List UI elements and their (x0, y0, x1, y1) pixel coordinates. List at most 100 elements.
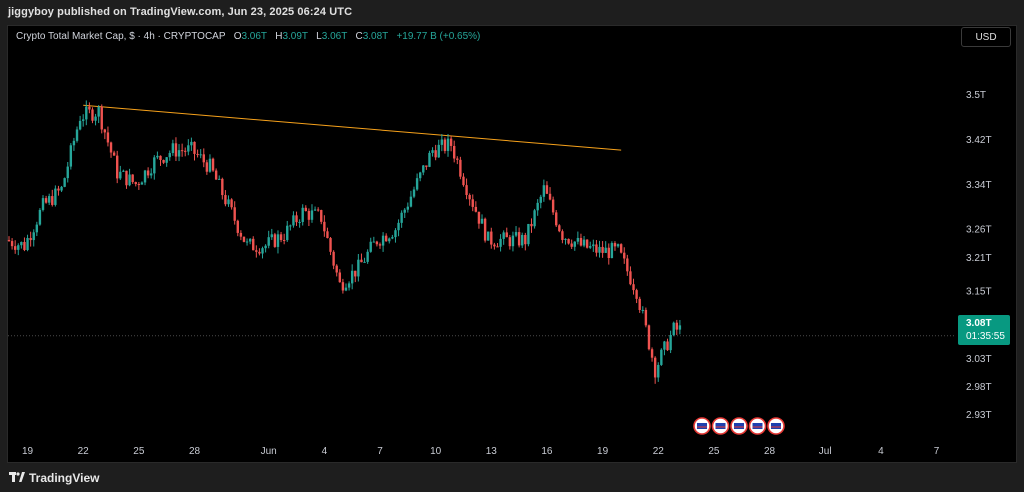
candle-body (214, 170, 218, 180)
candle-body (499, 238, 502, 247)
candle-body (292, 215, 295, 226)
candle-body (585, 239, 589, 248)
x-tick-label: 28 (764, 446, 776, 457)
candle-body (582, 239, 586, 246)
y-tick-label: 3.21T (966, 253, 992, 264)
candle-body (496, 246, 499, 248)
candle-body (641, 309, 644, 311)
candle-body (286, 225, 289, 241)
candle-body (282, 239, 286, 241)
flag-icon (697, 423, 707, 429)
candle-body (85, 106, 88, 120)
tradingview-brand[interactable]: TradingView (29, 471, 100, 485)
x-tick-label: 4 (878, 446, 884, 457)
y-tick-label: 3.26T (966, 225, 992, 236)
candle-body (558, 225, 561, 232)
close-value: 3.08T (362, 31, 389, 42)
candle-body (446, 138, 450, 151)
symbol-title[interactable]: Crypto Total Market Cap, $ · 4h · CRYPTO… (16, 31, 226, 42)
candle-body (539, 196, 542, 203)
x-tick-label: 13 (486, 446, 498, 457)
open-value: 3.06T (241, 31, 267, 42)
candle-body (521, 234, 524, 246)
candle-body (221, 178, 224, 196)
candle-body (332, 251, 335, 266)
candle-body (533, 210, 536, 227)
candle-body (227, 199, 230, 205)
candle-body (456, 158, 459, 160)
candle-body (644, 309, 648, 326)
candle-body (598, 246, 601, 253)
candle-body (604, 247, 607, 253)
candle-body (381, 235, 385, 246)
candle-body (44, 198, 48, 203)
low-label: L (316, 31, 322, 42)
candle-body (514, 232, 518, 236)
candle-body (487, 231, 490, 241)
candle-body (483, 218, 487, 241)
candle-body (279, 234, 283, 240)
candle-body (264, 245, 267, 249)
candle-body (561, 231, 564, 240)
candle-body (567, 238, 570, 244)
candle-body (548, 193, 552, 200)
candle-body (468, 194, 471, 200)
current-price: 3.08T (966, 318, 992, 329)
candle-body (304, 207, 307, 211)
candle-body (261, 248, 264, 254)
candle-body (122, 170, 125, 172)
candle-body (647, 325, 651, 350)
candle-body (431, 150, 434, 153)
candle-body (347, 283, 351, 288)
candle-body (638, 298, 641, 310)
candle-body (403, 209, 406, 213)
candle-body (350, 270, 354, 284)
candle-body (653, 357, 657, 378)
candle-body (248, 238, 252, 242)
high-label: H (275, 31, 283, 42)
bottom-bar (0, 464, 1024, 492)
candle-body (119, 171, 122, 179)
candle-body (474, 206, 478, 212)
y-tick-label: 3.15T (966, 286, 992, 297)
candle-body (298, 221, 301, 223)
candle-body (57, 188, 60, 191)
candle-body (301, 207, 304, 222)
candle-body (47, 196, 51, 203)
candle-body (397, 222, 400, 231)
candle-body (462, 176, 465, 186)
candle-body (20, 241, 23, 246)
candle-body (208, 158, 212, 172)
candle-body (579, 237, 583, 246)
y-tick-label: 3.34T (966, 180, 992, 191)
candle-body (465, 185, 468, 195)
candle-body (184, 150, 187, 152)
change-value: +19.77 B (+0.65%) (396, 31, 481, 42)
candle-body (366, 251, 369, 262)
x-tick-label: 19 (597, 446, 609, 457)
y-tick-label: 3.5T (966, 90, 986, 101)
candle-body (35, 224, 39, 233)
currency-button[interactable]: USD (961, 27, 1011, 47)
flag-icon (771, 423, 781, 429)
candle-body (564, 238, 567, 240)
candle-body (91, 109, 94, 121)
candle-body (418, 172, 422, 179)
candle-body (270, 234, 273, 238)
candle-body (570, 243, 573, 247)
candle-body (623, 252, 626, 259)
candle-body (338, 272, 342, 283)
candle-body (335, 265, 338, 273)
candle-body (678, 325, 682, 330)
candle-body (230, 199, 233, 208)
candle-body (97, 106, 100, 117)
candle-body (412, 189, 416, 197)
candle-body (134, 182, 137, 185)
candle-body (218, 178, 221, 180)
candle-body (493, 244, 496, 247)
candle-body (657, 364, 660, 378)
candle-body (363, 261, 366, 263)
y-tick-label: 3.42T (966, 135, 992, 146)
candle-body (162, 159, 165, 163)
